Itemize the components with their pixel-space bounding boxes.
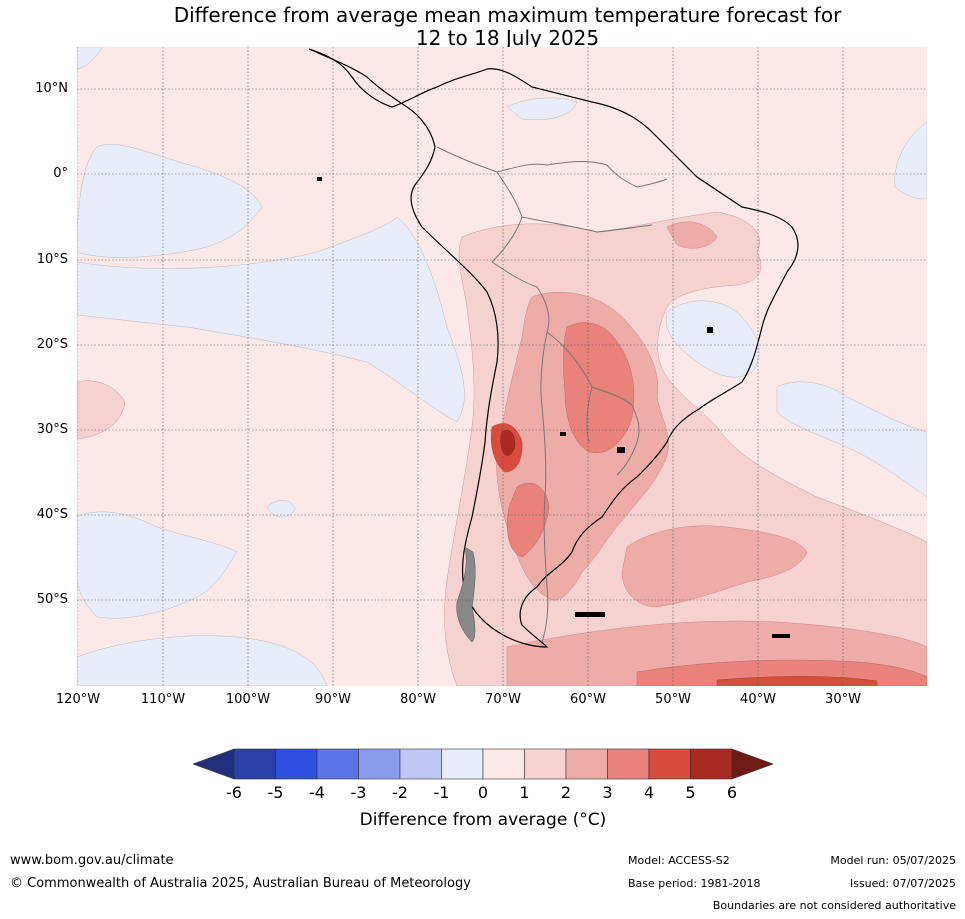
title-line-1: Difference from average mean maximum tem… (173, 3, 842, 27)
colorbar-tick: 5 (685, 783, 696, 802)
title-line-2: 12 to 18 July 2025 (415, 26, 600, 50)
chile-fjords (456, 546, 476, 643)
cool-anomaly-brazil-east (665, 300, 760, 378)
colorbar-box (275, 748, 318, 780)
lon-label-100w: 100°W (225, 692, 271, 707)
colorbar-tick: -5 (267, 783, 284, 802)
cool-anomaly-pacific-south (77, 511, 238, 619)
colorbar-tick: 0 (477, 783, 489, 802)
forecast-map (77, 47, 927, 686)
lat-label-10n: 10°N (35, 81, 68, 96)
colorbar-box (607, 748, 650, 780)
colorbar-tick: -1 (433, 783, 450, 802)
map-title: Difference from average mean maximum tem… (0, 4, 965, 50)
warm-anomaly-2-3-ocean-south (621, 525, 808, 608)
colorbar-box (524, 748, 567, 780)
cool-anomaly-atlantic-east (894, 121, 927, 200)
colorbar-box (648, 748, 691, 780)
footer-base-period: Base period: 1981-2018 (628, 877, 761, 890)
warm-anomaly-2-3-northeast (666, 221, 718, 249)
colorbar-box (690, 748, 733, 780)
cool-anomaly-pacific-small (266, 500, 296, 518)
colorbar-box (399, 748, 442, 780)
lon-label-110w: 110°W (140, 692, 186, 707)
colorbar-tick: 6 (726, 783, 738, 802)
colorbar-label: Difference from average (°C) (359, 810, 607, 830)
footer-website: www.bom.gov.au/climate (10, 853, 174, 868)
footer-model-run: Model run: 05/07/2025 (830, 854, 956, 867)
footer-model: Model: ACCESS-S2 (628, 854, 730, 867)
warm-anomaly-3-4-patagonia (506, 482, 550, 558)
colorbar-high-extend (731, 748, 773, 780)
colorbar-tick: -4 (309, 783, 325, 802)
colorbar-low-extend (193, 748, 235, 780)
colorbar-box (482, 748, 525, 780)
lat-label-10s: 10°S (36, 252, 68, 267)
warm-anomaly-5-6-andes-core (500, 429, 516, 456)
lon-label-40w: 40°W (740, 692, 776, 707)
lon-label-60w: 60°W (570, 692, 606, 707)
colorbar-boxes (233, 748, 733, 780)
colorbar-box (565, 748, 608, 780)
lat-label-30s: 30°S (36, 422, 68, 437)
lon-label-80w: 80°W (400, 692, 436, 707)
country-borders (436, 146, 668, 643)
lat-label-20s: 20°S (36, 337, 68, 352)
footer-disclaimer: Boundaries are not considered authoritat… (712, 899, 956, 912)
lon-label-70w: 70°W (485, 692, 521, 707)
footer-issued: Issued: 07/07/2025 (849, 877, 956, 890)
footer-copyright: © Commonwealth of Australia 2025, Austra… (10, 876, 471, 891)
warm-anomaly-3-4-paraguay (563, 322, 635, 454)
colorbar-box (233, 748, 276, 780)
colorbar-tick: 4 (643, 783, 655, 802)
colorbar-tick: -3 (350, 783, 367, 802)
map-canvas (77, 47, 927, 686)
islands (317, 177, 790, 638)
colorbar-tick: -6 (226, 783, 242, 802)
cool-anomaly-pacific-far-south (77, 635, 328, 686)
lat-label-0: 0° (53, 166, 68, 181)
warm-anomaly-4-5-far-south (716, 676, 878, 686)
warm-anomaly-1-2-south-pacific (77, 380, 126, 440)
lon-label-90w: 90°W (315, 692, 351, 707)
lon-label-50w: 50°W (655, 692, 691, 707)
colorbar-box (441, 748, 484, 780)
lat-label-50s: 50°S (36, 592, 68, 607)
cool-anomaly-atlantic-south (776, 381, 927, 498)
cool-anomaly-pacific-central (77, 216, 465, 423)
lat-label-40s: 40°S (36, 507, 68, 522)
lon-label-30w: 30°W (825, 692, 861, 707)
cool-anomaly-pacific-equatorial (77, 144, 263, 258)
colorbar-tick: 3 (602, 783, 613, 802)
south-america-coastline (308, 48, 799, 648)
colorbar-tick: 1 (519, 783, 530, 802)
cool-anomaly-venezuela (506, 97, 578, 121)
lon-label-120w: 120°W (55, 692, 101, 707)
colorbar-box (358, 748, 401, 780)
colorbar (193, 748, 773, 780)
map-gridlines (77, 47, 927, 686)
colorbar-tick: -2 (392, 783, 408, 802)
colorbar-tick: 2 (560, 783, 572, 802)
colorbar-box (316, 748, 359, 780)
